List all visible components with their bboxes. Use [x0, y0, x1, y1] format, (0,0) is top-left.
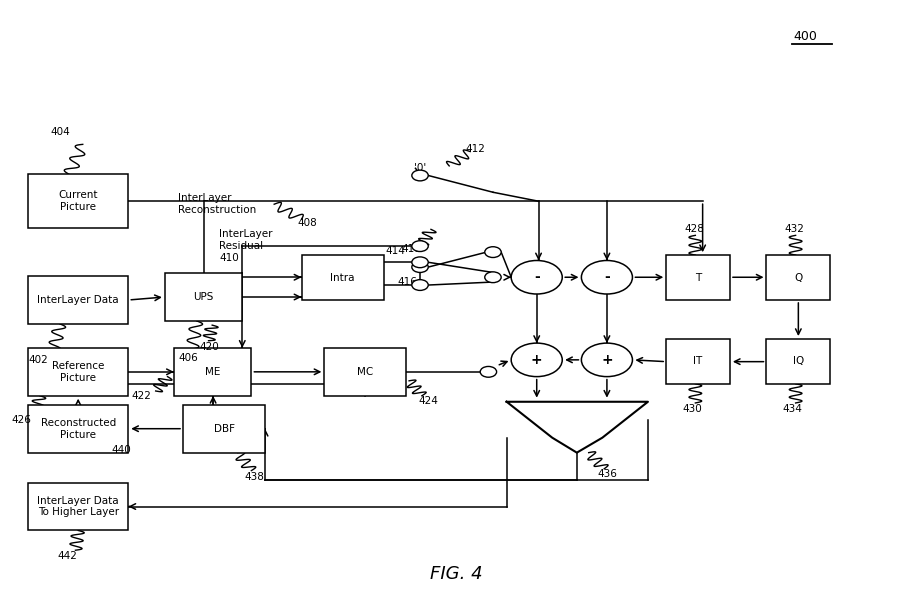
Text: 424: 424: [418, 395, 438, 406]
Text: 408: 408: [298, 218, 318, 229]
Text: 416: 416: [397, 277, 417, 287]
Text: 402: 402: [28, 355, 47, 365]
Text: InterLayer Data
To Higher Layer: InterLayer Data To Higher Layer: [37, 496, 119, 517]
FancyBboxPatch shape: [164, 273, 242, 321]
Text: UPS: UPS: [194, 292, 214, 302]
FancyBboxPatch shape: [28, 276, 129, 324]
Text: InterLayer Data: InterLayer Data: [37, 295, 119, 305]
Text: 406: 406: [178, 353, 198, 363]
Circle shape: [412, 257, 428, 268]
FancyBboxPatch shape: [28, 174, 129, 228]
Text: 420: 420: [199, 341, 219, 352]
FancyBboxPatch shape: [173, 348, 251, 396]
Circle shape: [412, 241, 428, 251]
Text: 400: 400: [793, 29, 818, 43]
Text: 442: 442: [58, 551, 77, 561]
FancyBboxPatch shape: [766, 339, 830, 384]
Circle shape: [412, 262, 428, 272]
FancyBboxPatch shape: [766, 255, 830, 300]
Text: 438: 438: [244, 472, 264, 482]
FancyBboxPatch shape: [324, 348, 406, 396]
Text: IQ: IQ: [792, 356, 804, 367]
FancyBboxPatch shape: [28, 405, 129, 452]
Text: 418: 418: [402, 244, 422, 254]
Text: 410: 410: [219, 253, 239, 263]
Text: 404: 404: [51, 127, 70, 137]
FancyBboxPatch shape: [28, 482, 129, 530]
Text: FIG. 4: FIG. 4: [430, 565, 483, 583]
Text: IT: IT: [694, 356, 703, 367]
Text: ME: ME: [205, 367, 220, 377]
Text: InterLayer
Reconstruction: InterLayer Reconstruction: [178, 193, 257, 215]
Text: Current
Picture: Current Picture: [58, 190, 98, 212]
Text: -: -: [534, 270, 540, 284]
Text: Q: Q: [794, 272, 803, 283]
Text: 414: 414: [385, 246, 405, 256]
Text: 436: 436: [598, 469, 618, 479]
Polygon shape: [507, 402, 648, 452]
FancyBboxPatch shape: [666, 255, 730, 300]
Text: 412: 412: [466, 144, 486, 154]
Text: Reconstructed
Picture: Reconstructed Picture: [40, 418, 116, 440]
Circle shape: [511, 260, 562, 294]
Text: 432: 432: [784, 224, 804, 235]
Text: 430: 430: [683, 404, 702, 414]
Text: MC: MC: [357, 367, 373, 377]
Text: 440: 440: [112, 445, 131, 455]
Circle shape: [582, 343, 633, 377]
Text: '0': '0': [414, 163, 425, 173]
Text: -: -: [604, 270, 610, 284]
Text: InterLayer
Residual: InterLayer Residual: [219, 229, 273, 251]
Text: +: +: [530, 353, 542, 367]
Circle shape: [485, 247, 501, 257]
Text: 434: 434: [782, 404, 803, 414]
Text: 426: 426: [12, 415, 32, 425]
Circle shape: [412, 280, 428, 290]
Circle shape: [511, 343, 562, 377]
Circle shape: [480, 367, 497, 377]
Text: DBF: DBF: [214, 424, 235, 434]
FancyBboxPatch shape: [666, 339, 730, 384]
Circle shape: [485, 272, 501, 283]
Text: Intra: Intra: [331, 272, 355, 283]
Text: T: T: [695, 272, 701, 283]
Circle shape: [412, 170, 428, 181]
Text: Reference
Picture: Reference Picture: [52, 361, 104, 383]
Text: 428: 428: [685, 224, 704, 235]
Text: 422: 422: [131, 391, 151, 401]
FancyBboxPatch shape: [183, 405, 265, 452]
FancyBboxPatch shape: [301, 255, 383, 300]
Circle shape: [582, 260, 633, 294]
Text: +: +: [601, 353, 613, 367]
FancyBboxPatch shape: [28, 348, 129, 396]
